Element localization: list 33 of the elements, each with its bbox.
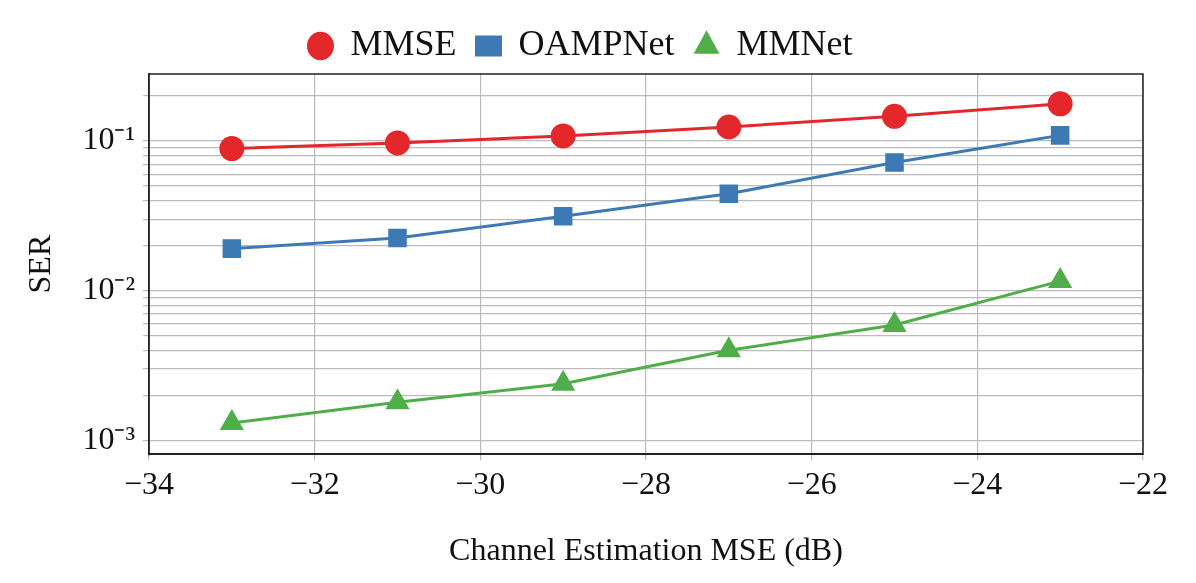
y-tick-label: 10⁻³ — [82, 419, 135, 456]
point — [716, 114, 742, 140]
y-axis-title: SER — [20, 234, 57, 294]
x-tick-label: −34 — [123, 464, 175, 501]
x-tick-label: −32 — [289, 464, 340, 501]
x-tick-label: −22 — [1117, 464, 1169, 501]
legend-label: MMNet — [736, 23, 853, 64]
point — [1047, 91, 1073, 117]
x-tick-label: −28 — [620, 464, 672, 501]
point — [552, 371, 575, 391]
point — [882, 103, 907, 129]
legend-label: OAMPNet — [518, 23, 675, 64]
point — [222, 239, 242, 258]
y-tick-label: 10⁻² — [82, 270, 135, 307]
point — [219, 136, 245, 162]
point — [1050, 126, 1070, 145]
point — [553, 207, 573, 226]
point — [550, 123, 576, 149]
point — [719, 184, 739, 204]
legend-label: MMSE — [350, 23, 457, 64]
point — [388, 228, 407, 248]
x-tick-label: −24 — [952, 464, 1003, 501]
point — [885, 153, 904, 172]
point — [883, 312, 906, 333]
point — [220, 410, 243, 430]
point — [717, 337, 740, 358]
point — [385, 130, 410, 156]
x-tick-label: −26 — [786, 464, 837, 501]
point — [386, 389, 409, 410]
x-axis-title: Channel Estimation MSE (dB) — [449, 531, 843, 568]
point — [1049, 268, 1072, 289]
x-tick-label: −30 — [455, 464, 506, 501]
y-tick-label: 10⁻¹ — [82, 120, 135, 157]
